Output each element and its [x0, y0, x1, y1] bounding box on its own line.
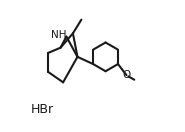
Text: HBr: HBr	[31, 103, 54, 116]
Text: O: O	[122, 70, 131, 80]
Text: NH: NH	[51, 30, 67, 40]
